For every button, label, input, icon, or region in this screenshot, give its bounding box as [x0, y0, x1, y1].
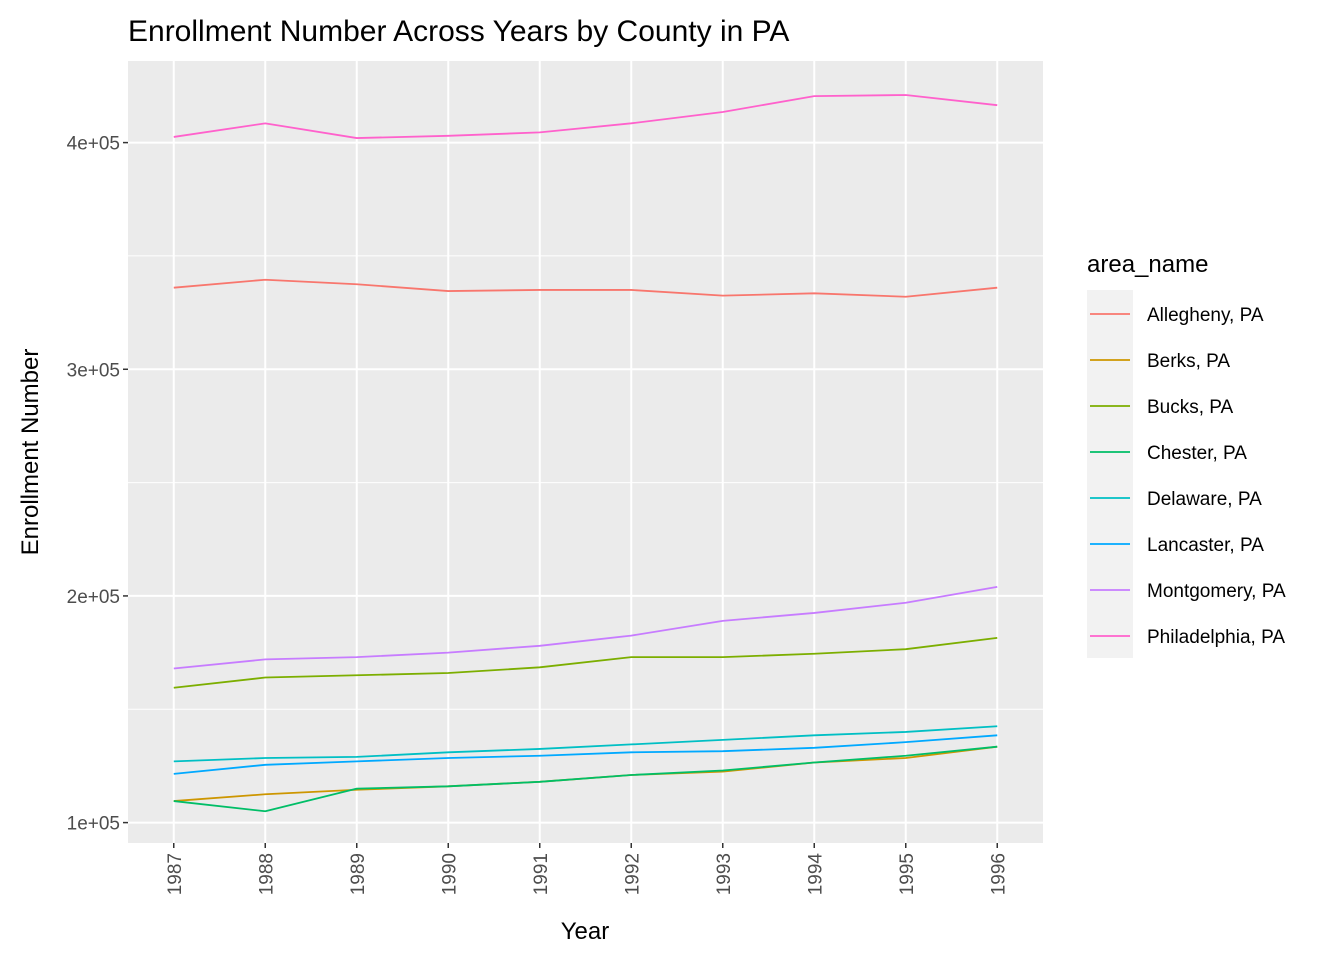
major-gridlines [128, 61, 1043, 843]
x-tick-label: 1994 [805, 853, 826, 896]
legend-label: Delaware, PA [1147, 489, 1262, 510]
legend: area_name Allegheny, PA Berks, PA Bucks, P… [1087, 251, 1286, 658]
series-line [173, 725, 998, 763]
legend-label: Montgomery, PA [1147, 581, 1286, 602]
series-line [173, 94, 998, 139]
y-tick-label: 4e+05 [67, 134, 120, 155]
legend-label: Bucks, PA [1147, 397, 1234, 418]
x-tick-label: 1987 [165, 853, 186, 895]
legend-label: Berks, PA [1147, 351, 1230, 372]
legend-title: area_name [1087, 251, 1208, 278]
x-tick-label: 1995 [897, 853, 918, 895]
x-tick-label: 1996 [988, 853, 1009, 895]
x-tick-label: 1991 [531, 853, 552, 895]
y-axis: 1e+05 2e+05 3e+05 4e+05 [67, 134, 128, 835]
minor-gridlines [128, 255, 1043, 710]
legend-key-background [1087, 290, 1133, 658]
y-tick-label: 2e+05 [67, 587, 120, 608]
y-tick-label: 1e+05 [67, 814, 120, 835]
series-lines [173, 94, 998, 813]
legend-label: Lancaster, PA [1147, 535, 1264, 556]
series-line [173, 585, 998, 670]
legend-label: Chester, PA [1147, 443, 1247, 464]
plot-panel [128, 61, 1043, 843]
x-tick-label: 1990 [439, 853, 460, 895]
series-line [173, 734, 998, 775]
series-line [173, 745, 998, 813]
x-axis: 1987 1988 1989 1990 1991 1992 1993 1994 1995 1996 [165, 843, 1009, 896]
series-line [173, 636, 998, 689]
x-tick-label: 1993 [714, 853, 735, 895]
y-tick-label: 3e+05 [67, 360, 120, 381]
series-line [173, 278, 998, 298]
x-tick-label: 1989 [348, 853, 369, 895]
legend-label: Philadelphia, PA [1147, 627, 1285, 648]
legend-label: Allegheny, PA [1147, 305, 1264, 326]
y-axis-title: Enrollment Number [17, 349, 44, 556]
x-tick-label: 1992 [622, 853, 643, 895]
x-axis-title: Year [561, 918, 610, 945]
chart-title: Enrollment Number Across Years by County… [128, 15, 789, 48]
x-tick-label: 1988 [256, 853, 277, 895]
